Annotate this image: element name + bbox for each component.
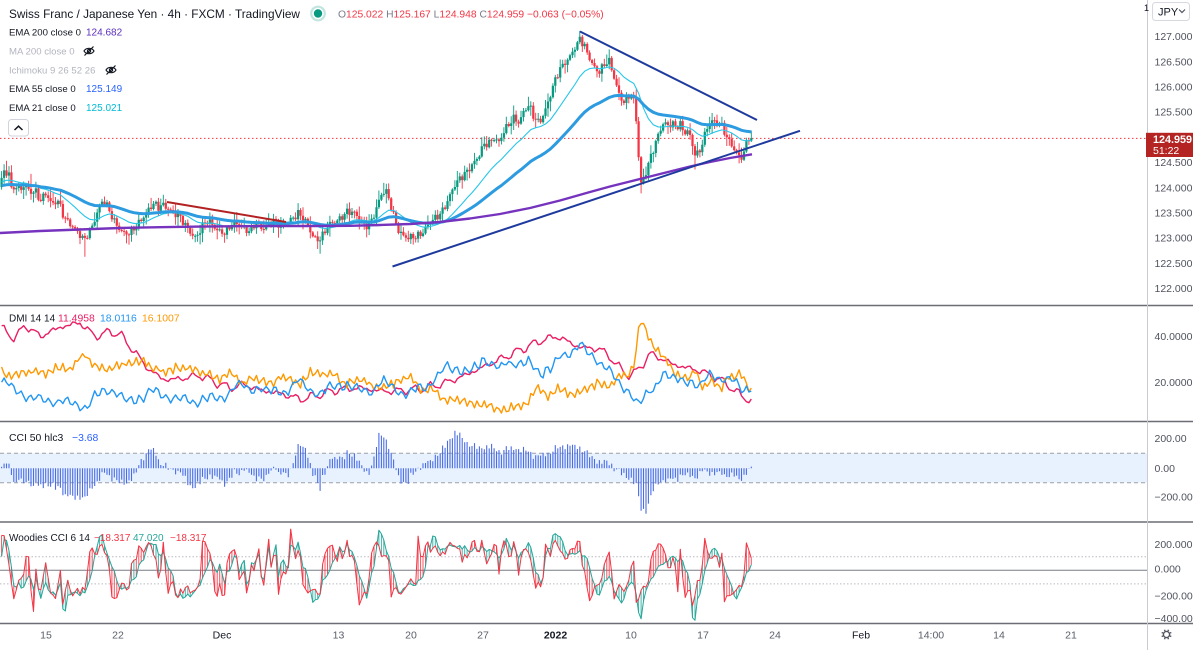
svg-text:Dec: Dec	[213, 630, 232, 642]
svg-text:−18.317: −18.317	[94, 533, 131, 544]
svg-text:Ichimoku 9 26 52 26: Ichimoku 9 26 52 26	[9, 66, 95, 77]
svg-text:EMA 21 close 0: EMA 21 close 0	[9, 103, 76, 114]
svg-text:125.021: 125.021	[86, 103, 123, 114]
svg-text:24: 24	[769, 630, 781, 642]
svg-text:123.500: 123.500	[1155, 208, 1193, 220]
svg-text:20.0000: 20.0000	[1155, 377, 1193, 389]
svg-text:Feb: Feb	[852, 630, 870, 642]
svg-text:126.000: 126.000	[1155, 82, 1193, 94]
svg-text:17: 17	[697, 630, 709, 642]
svg-text:EMA 200 close 0: EMA 200 close 0	[9, 28, 81, 39]
svg-text:Swiss Franc / Japanese Yen · 4: Swiss Franc / Japanese Yen · 4h · FXCM ·…	[9, 7, 300, 21]
svg-text:123.000: 123.000	[1155, 233, 1193, 245]
svg-text:−18.317: −18.317	[170, 533, 207, 544]
svg-text:27: 27	[477, 630, 489, 642]
svg-text:Woodies CCI 6 14: Woodies CCI 6 14	[9, 533, 90, 544]
svg-text:122.000: 122.000	[1155, 283, 1193, 295]
svg-text:DMI 14 14: DMI 14 14	[9, 314, 56, 325]
svg-text:126.500: 126.500	[1155, 56, 1193, 68]
svg-text:JPY: JPY	[1158, 7, 1179, 19]
svg-text:EMA 55 close 0: EMA 55 close 0	[9, 84, 76, 95]
svg-text:124.959: 124.959	[1153, 134, 1192, 146]
svg-text:15: 15	[40, 630, 52, 642]
svg-text:16.1007: 16.1007	[142, 314, 180, 325]
svg-text:MA 200 close 0: MA 200 close 0	[9, 47, 75, 58]
svg-text:11.4958: 11.4958	[58, 314, 95, 325]
svg-text:125.500: 125.500	[1155, 107, 1193, 119]
svg-text:1: 1	[1144, 3, 1149, 13]
svg-text:13: 13	[333, 630, 345, 642]
svg-text:14: 14	[993, 630, 1005, 642]
svg-text:51:22: 51:22	[1153, 145, 1179, 157]
svg-text:200.000: 200.000	[1155, 539, 1193, 551]
svg-text:−200.00: −200.00	[1155, 492, 1193, 504]
svg-text:18.0116: 18.0116	[100, 314, 137, 325]
svg-text:124.500: 124.500	[1155, 157, 1193, 169]
svg-text:124.682: 124.682	[86, 28, 123, 39]
svg-text:10: 10	[625, 630, 637, 642]
svg-text:0.000: 0.000	[1155, 564, 1181, 576]
svg-text:127.000: 127.000	[1155, 31, 1193, 43]
svg-text:−200.000: −200.000	[1155, 591, 1193, 603]
svg-text:O125.022 H125.167 L124.948 C12: O125.022 H125.167 L124.948 C124.959 −0.0…	[338, 10, 604, 21]
svg-text:−400.000: −400.000	[1155, 613, 1193, 625]
svg-text:200.00: 200.00	[1155, 433, 1187, 445]
svg-text:125.149: 125.149	[86, 84, 123, 95]
svg-text:2022: 2022	[544, 630, 568, 642]
svg-text:CCI 50 hlc3: CCI 50 hlc3	[9, 433, 64, 444]
svg-text:122.500: 122.500	[1155, 258, 1193, 270]
svg-text:−3.68: −3.68	[72, 433, 99, 444]
svg-text:14:00: 14:00	[918, 630, 944, 642]
svg-text:40.0000: 40.0000	[1155, 331, 1193, 343]
svg-text:21: 21	[1065, 630, 1077, 642]
svg-text:0.00: 0.00	[1155, 463, 1176, 475]
svg-text:22: 22	[112, 630, 124, 642]
svg-text:124.000: 124.000	[1155, 182, 1193, 194]
svg-text:20: 20	[405, 630, 417, 642]
svg-text:47.020: 47.020	[133, 533, 164, 544]
